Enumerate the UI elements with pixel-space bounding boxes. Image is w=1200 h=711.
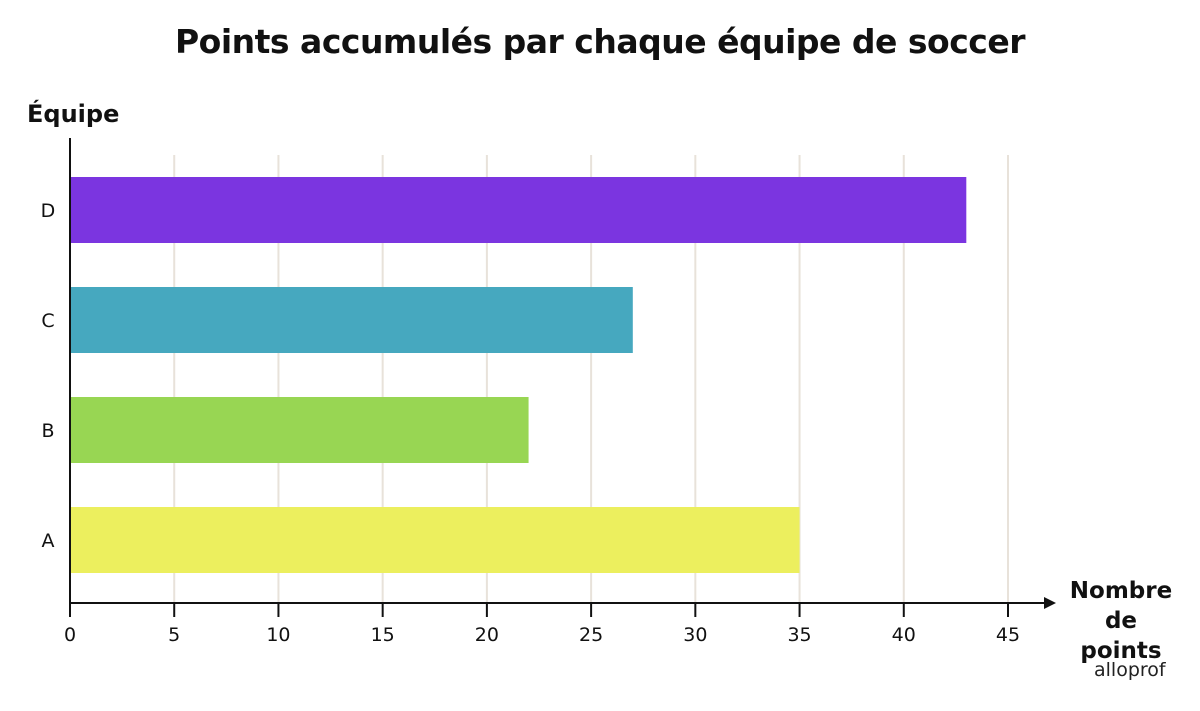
brand-logo: alloprof [1094, 659, 1166, 681]
x-tick-label: 20 [475, 624, 499, 646]
x-tick-label: 10 [266, 624, 290, 646]
x-tick-label: 45 [996, 624, 1020, 646]
x-tick-label: 15 [371, 624, 395, 646]
x-tick-label: 25 [579, 624, 603, 646]
bar-d [70, 177, 967, 243]
y-axis-label: Équipe [27, 100, 120, 128]
category-label: C [41, 310, 54, 332]
bar-b [70, 397, 529, 463]
bar-c [70, 287, 633, 353]
x-tick-label: 30 [683, 624, 707, 646]
x-axis-arrow-icon [1044, 597, 1056, 609]
x-axis-label-line2: de points [1080, 608, 1162, 664]
x-tick-label: 40 [892, 624, 916, 646]
bar-a [70, 507, 800, 573]
x-tick-label: 35 [787, 624, 811, 646]
category-label: A [42, 530, 55, 552]
category-label: D [41, 200, 56, 222]
x-tick-label: 5 [168, 624, 180, 646]
x-tick-label: 0 [64, 624, 76, 646]
chart-title: Points accumulés par chaque équipe de so… [174, 22, 1026, 61]
category-label: B [41, 420, 54, 442]
x-axis-label: Nombre de points [1062, 576, 1180, 666]
x-axis-label-line1: Nombre [1069, 578, 1173, 604]
